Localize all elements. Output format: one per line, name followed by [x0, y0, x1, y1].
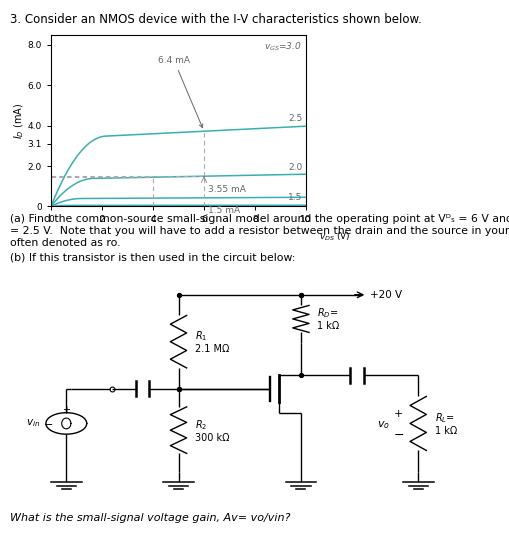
Text: $v_{DS}$ (V): $v_{DS}$ (V): [318, 230, 350, 243]
Text: 2.5: 2.5: [288, 114, 301, 123]
Text: $R_D$=: $R_D$=: [317, 307, 338, 321]
Text: +: +: [62, 405, 70, 415]
Text: 1 kΩ: 1 kΩ: [434, 426, 456, 436]
Text: 2.0: 2.0: [288, 162, 301, 172]
Text: $R_2$: $R_2$: [194, 418, 207, 431]
Text: 1.5 mA: 1.5 mA: [208, 206, 239, 215]
Text: −: −: [44, 420, 53, 430]
Text: 300 kΩ: 300 kΩ: [194, 433, 229, 443]
Text: often denoted as ro.: often denoted as ro.: [10, 238, 121, 248]
Text: $R_1$: $R_1$: [194, 330, 207, 343]
Text: $v_{in}$: $v_{in}$: [25, 418, 40, 429]
Text: 1.5: 1.5: [287, 193, 301, 202]
Text: = 2.5 V.  Note that you will have to add a resistor between the drain and the so: = 2.5 V. Note that you will have to add …: [10, 226, 509, 236]
Text: +: +: [393, 409, 403, 419]
Text: What is the small-signal voltage gain, Av= vo/vin?: What is the small-signal voltage gain, A…: [10, 512, 290, 523]
Text: (b) If this transistor is then used in the circuit below:: (b) If this transistor is then used in t…: [10, 253, 295, 263]
Text: 1 kΩ: 1 kΩ: [317, 322, 339, 331]
Text: +20 V: +20 V: [369, 290, 401, 300]
Text: (a) Find the common-source small-signal model around the operating point at Vᴰₛ : (a) Find the common-source small-signal …: [10, 214, 509, 225]
Text: $v_o$: $v_o$: [377, 419, 389, 431]
Text: 3.55 mA: 3.55 mA: [208, 185, 245, 194]
Text: $v_{GS}$=3.0: $v_{GS}$=3.0: [264, 41, 301, 53]
Text: 3. Consider an NMOS device with the I-V characteristics shown below.: 3. Consider an NMOS device with the I-V …: [10, 13, 421, 26]
Y-axis label: $I_D$ (mA): $I_D$ (mA): [13, 102, 26, 139]
Text: 6.4 mA: 6.4 mA: [158, 56, 203, 128]
Text: $R_L$=: $R_L$=: [434, 411, 454, 425]
Text: 2.1 MΩ: 2.1 MΩ: [194, 344, 229, 354]
Text: −: −: [393, 429, 403, 442]
